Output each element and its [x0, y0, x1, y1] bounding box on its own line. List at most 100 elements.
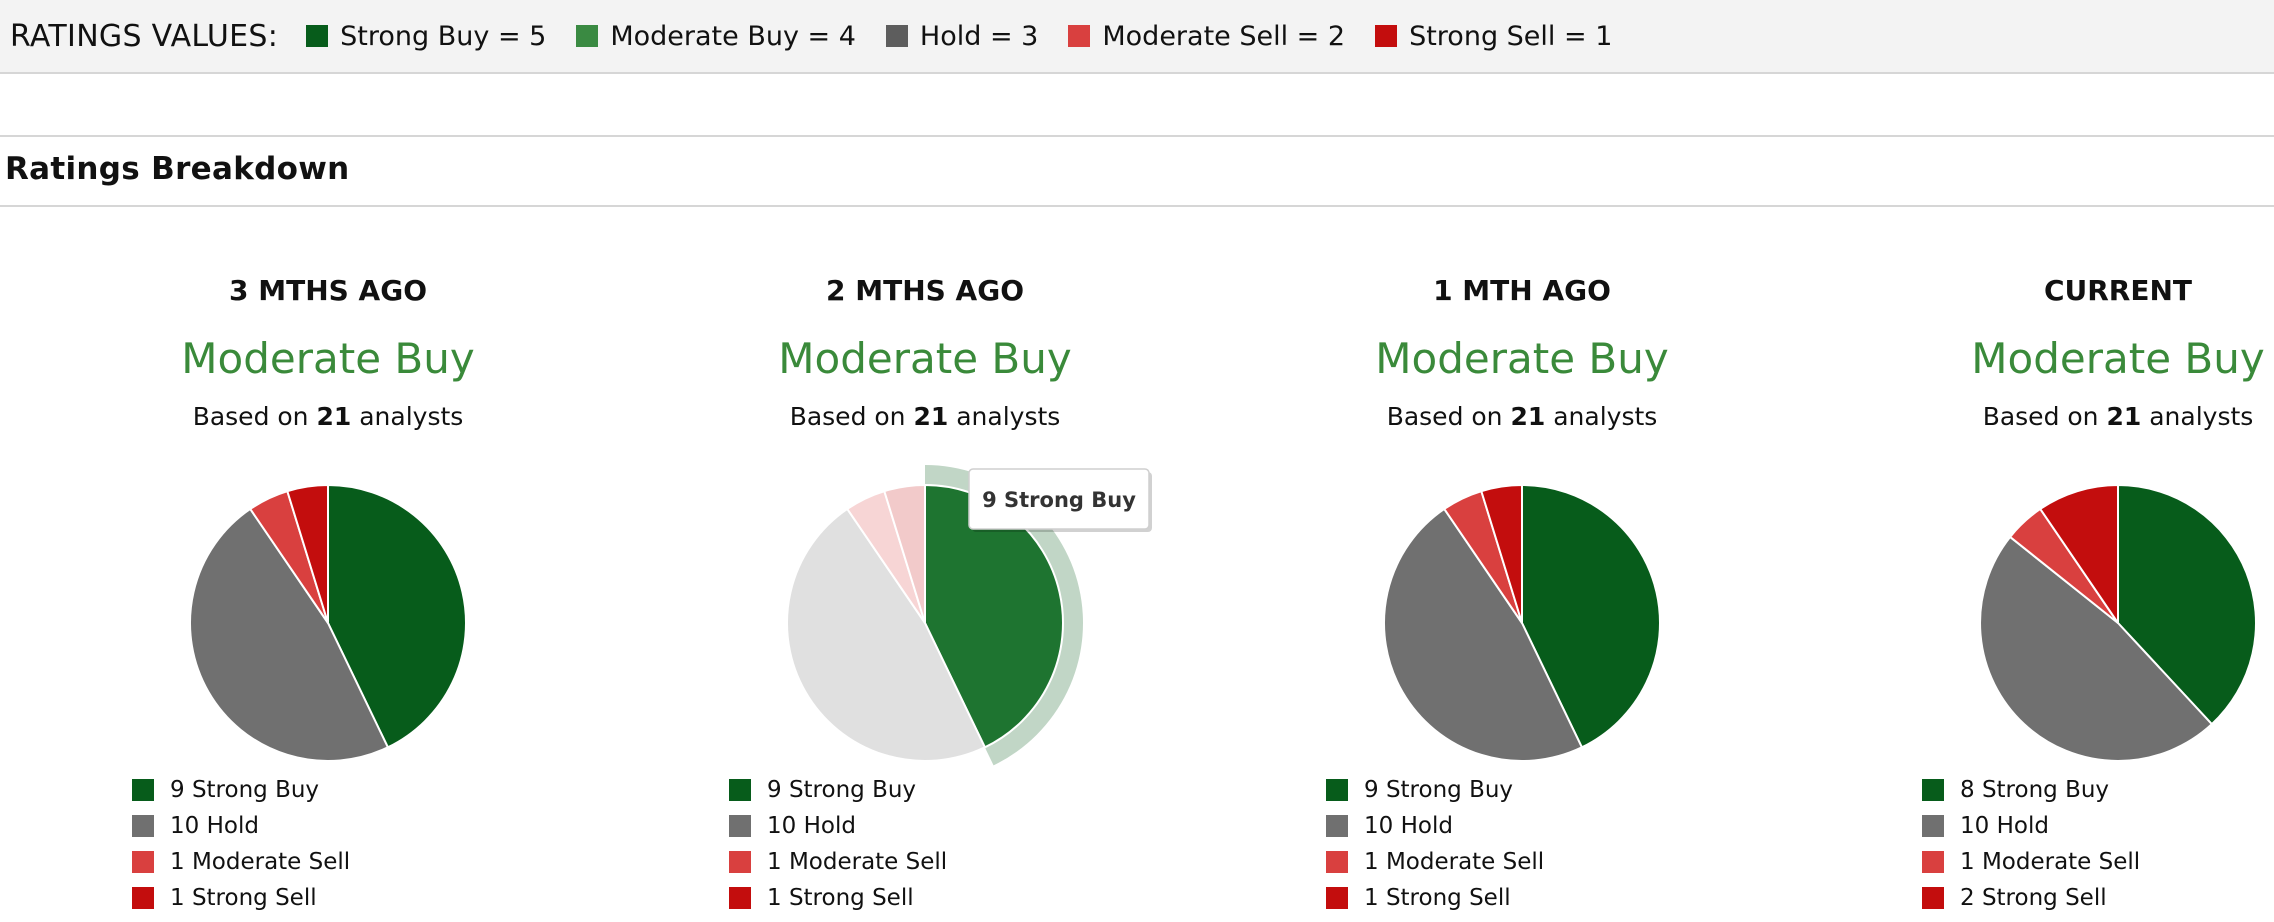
legend-label: 1 Strong Sell: [1364, 885, 1511, 911]
pie-slice[interactable]: [189, 507, 389, 762]
analyst-count: 21: [913, 402, 949, 431]
legend-label: 2 Strong Sell: [1960, 885, 2107, 911]
chart-title: 3 MTHS AGO: [229, 274, 427, 307]
legend-swatch: [1326, 887, 1348, 909]
legend-label: 8 Strong Buy: [1960, 777, 2110, 803]
legend-item[interactable]: 1 Moderate Sell: [1326, 844, 1544, 880]
ratings-value-label: Moderate Buy = 4: [610, 20, 856, 52]
chart-legend: 9 Strong Buy 10 Hold 1 Moderate Sell 1 Stro…: [729, 772, 947, 916]
chart-legend: 9 Strong Buy 10 Hold 1 Moderate Sell 1 Stro…: [1326, 772, 1544, 916]
legend-label: 10 Hold: [170, 813, 259, 839]
based-prefix: Based on: [192, 402, 309, 431]
ratings-value-hold: Hold = 3: [885, 20, 1039, 52]
ratings-value-strong-buy: Strong Buy = 5: [306, 21, 546, 52]
legend-item[interactable]: 8 Strong Buy: [1922, 772, 2140, 808]
legend-label: 1 Strong Sell: [170, 885, 317, 911]
based-suffix: analysts: [956, 402, 1061, 431]
ratings-values-title: RATINGS VALUES:: [10, 18, 279, 54]
ratings-value-label: Moderate Sell = 2: [1102, 20, 1346, 52]
legend-swatch: [729, 779, 751, 801]
legend-label: 9 Strong Buy: [170, 777, 320, 803]
chart-title: 2 MTHS AGO: [826, 274, 1024, 307]
legend-item[interactable]: 10 Hold: [1922, 808, 2140, 844]
legend-item[interactable]: 1 Strong Sell: [132, 880, 350, 916]
analyst-count-text: Based on 21 analysts: [625, 402, 1225, 431]
chart-legend: 9 Strong Buy 10 Hold 1 Moderate Sell 1 Stro…: [132, 772, 350, 916]
legend-swatch: [132, 815, 154, 837]
pie-chart[interactable]: [28, 460, 628, 800]
legend-swatch: [729, 851, 751, 873]
pie-slice[interactable]: [1521, 484, 1661, 749]
legend-item[interactable]: 10 Hold: [1326, 808, 1544, 844]
pie-slice[interactable]: [1480, 484, 1523, 624]
pie-chart[interactable]: [1222, 460, 1822, 800]
legend-swatch: [132, 887, 154, 909]
legend-item[interactable]: 1 Moderate Sell: [132, 844, 350, 880]
based-prefix: Based on: [1386, 402, 1503, 431]
ratings-value-moderate-sell: Moderate Sell = 2: [1068, 21, 1345, 52]
pie-chart[interactable]: 9 Strong Buy: [625, 460, 1225, 800]
slice-hover-halo: [925, 465, 1083, 766]
legend-label: 9 Strong Buy: [767, 777, 917, 803]
legend-label: 1 Moderate Sell: [170, 849, 351, 875]
legend-item[interactable]: 9 Strong Buy: [729, 772, 947, 808]
legend-item[interactable]: 10 Hold: [132, 808, 350, 844]
chart-legend: 8 Strong Buy 10 Hold 1 Moderate Sell 2 Stro…: [1922, 772, 2140, 916]
consensus-rating: Moderate Buy: [1971, 334, 2265, 383]
ratings-value-label: Strong Sell = 1: [1409, 20, 1613, 52]
legend-label: 10 Hold: [1364, 813, 1453, 839]
legend-item[interactable]: 9 Strong Buy: [1326, 772, 1544, 808]
legend-swatch: [1922, 851, 1944, 873]
pie-slice[interactable]: [786, 507, 986, 762]
divider: [0, 205, 2274, 207]
pie-slice[interactable]: [327, 484, 467, 749]
legend-item[interactable]: 9 Strong Buy: [132, 772, 350, 808]
pie-chart[interactable]: [1818, 460, 2274, 800]
pie-slice[interactable]: [2039, 484, 2119, 624]
legend-item[interactable]: 2 Strong Sell: [1922, 880, 2140, 916]
legend-item[interactable]: 1 Strong Sell: [729, 880, 947, 916]
legend-item[interactable]: 1 Moderate Sell: [1922, 844, 2140, 880]
legend-swatch: [1326, 815, 1348, 837]
consensus-rating: Moderate Buy: [1375, 334, 1669, 383]
legend-swatch: [1326, 779, 1348, 801]
tooltip-text: 9 Strong Buy: [982, 488, 1136, 512]
chart-tooltip: 9 Strong Buy: [968, 468, 1152, 532]
legend-label: 1 Moderate Sell: [1364, 849, 1545, 875]
based-prefix: Based on: [789, 402, 906, 431]
legend-swatch: [132, 851, 154, 873]
legend-swatch: [1922, 779, 1944, 801]
based-prefix: Based on: [1982, 402, 2099, 431]
pie-slice[interactable]: [1979, 535, 2213, 762]
legend-item[interactable]: 1 Moderate Sell: [729, 844, 947, 880]
legend-item[interactable]: 1 Strong Sell: [1326, 880, 1544, 916]
consensus-rating: Moderate Buy: [181, 334, 475, 383]
analyst-count-text: Based on 21 analysts: [28, 402, 628, 431]
legend-swatch: [729, 815, 751, 837]
pie-slice[interactable]: [1383, 507, 1583, 762]
chart-title: CURRENT: [2043, 274, 2193, 307]
strong-buy-swatch: [306, 25, 329, 47]
legend-label: 9 Strong Buy: [1364, 777, 1514, 803]
strong-sell-swatch: [1375, 25, 1398, 47]
based-suffix: analysts: [359, 402, 464, 431]
analyst-count: 21: [1510, 402, 1546, 431]
legend-swatch: [1326, 851, 1348, 873]
consensus-rating: Moderate Buy: [778, 334, 1072, 383]
section-heading: Ratings Breakdown: [5, 151, 350, 187]
legend-swatch: [1922, 815, 1944, 837]
ratings-value-moderate-buy: Moderate Buy = 4: [576, 21, 856, 52]
pie-slice[interactable]: [2117, 484, 2257, 726]
ratings-values-bar: RATINGS VALUES: Strong Buy = 5 Moderate …: [0, 0, 2274, 74]
legend-swatch: [1922, 887, 1944, 909]
analyst-count: 21: [316, 402, 352, 431]
pie-slice[interactable]: [883, 484, 926, 624]
ratings-value-label: Strong Buy = 5: [340, 20, 547, 52]
legend-item[interactable]: 10 Hold: [729, 808, 947, 844]
ratings-value-label: Hold = 3: [919, 20, 1039, 52]
legend-label: 10 Hold: [1960, 813, 2049, 839]
analyst-count-text: Based on 21 analysts: [1222, 402, 1822, 431]
pie-slice[interactable]: [286, 484, 329, 624]
divider: [0, 135, 2274, 137]
analyst-count: 21: [2106, 402, 2142, 431]
